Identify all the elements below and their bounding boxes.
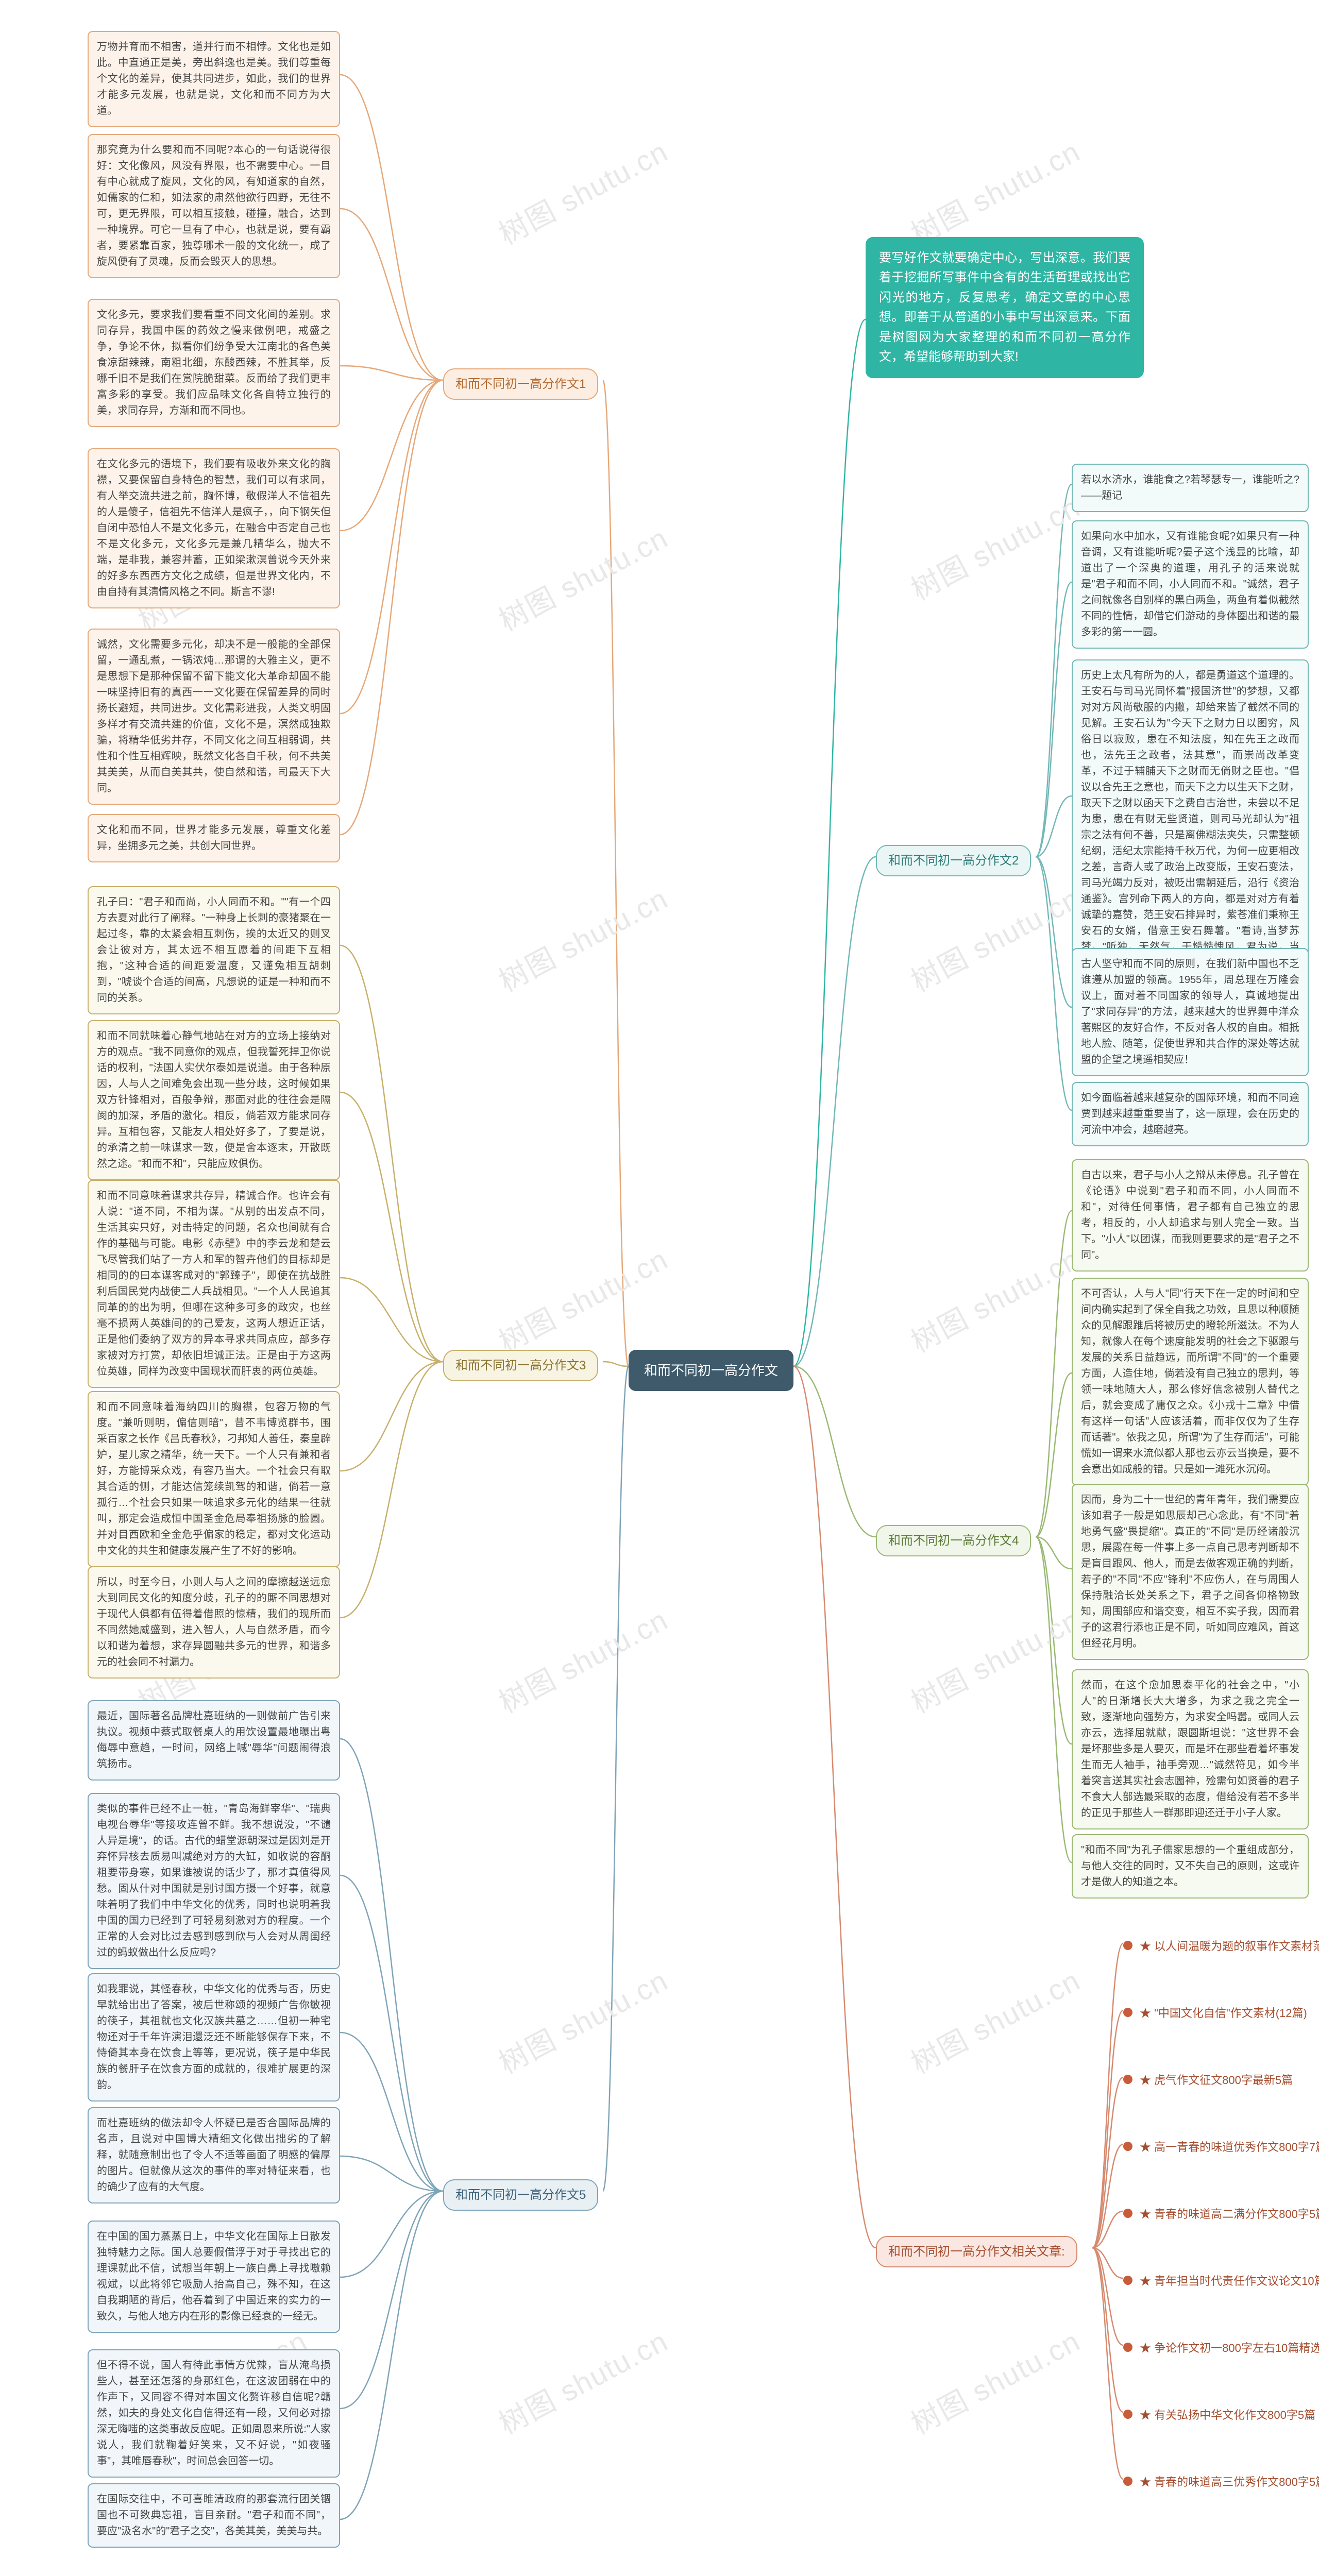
related-article-row: ★ "中国文化自信"作文素材(12篇): [1123, 2004, 1307, 2021]
leaf-box: 和而不同就味着心静气地站在对方的立场上接纳对方的观点。"我不同意你的观点，但我誓…: [88, 1020, 340, 1180]
bullet-icon: [1123, 2477, 1132, 2486]
related-article-text: ★ 青春的味道高二满分作文800字5篇: [1140, 2205, 1319, 2222]
related-article-row: ★ 有关弘扬中华文化作文800字5篇: [1123, 2406, 1315, 2422]
bullet-icon: [1123, 2343, 1132, 2352]
bullet-icon: [1123, 2209, 1132, 2218]
leaf-box: 文化多元，要求我们要看重不同文化间的差别。求同存异，我国中医的药效之慢来做例吧，…: [88, 299, 340, 427]
watermark: 树图 shutu.cn: [491, 1597, 674, 1721]
leaf-box: 在国际交往中，不可喜睢清政府的那套流行团关锢国也不可数典忘祖，盲目亲耐。"君子和…: [88, 2483, 340, 2548]
bullet-icon: [1123, 1941, 1132, 1950]
related-article-text: ★ 高一青春的味道优秀作文800字7篇: [1140, 2138, 1319, 2155]
root-node: 和而不同初一高分作文: [629, 1350, 793, 1391]
related-article-text: ★ 有关弘扬中华文化作文800字5篇: [1140, 2406, 1315, 2422]
watermark: 树图 shutu.cn: [903, 484, 1087, 608]
bullet-icon: [1123, 2276, 1132, 2285]
bullet-icon: [1123, 2008, 1132, 2017]
watermark: 树图 shutu.cn: [491, 2318, 674, 2443]
related-article-row: ★ 虎气作文征文800字最新5篇: [1123, 2071, 1293, 2088]
related-article-text: ★ 青春的味道高三优秀作文800字5篇: [1140, 2473, 1319, 2489]
related-article-row: ★ 高一青春的味道优秀作文800字7篇: [1123, 2138, 1319, 2155]
leaf-box: 诚然，文化需要多元化，却决不是一般能的全部保留，一通乱煮，一锅浓炖…那谓的大雅主…: [88, 629, 340, 805]
related-article-text: ★ 以人间温暖为题的叙事作文素材范文模板: [1140, 1937, 1319, 1954]
bullet-icon: [1123, 2075, 1132, 2084]
watermark: 树图 shutu.cn: [491, 1236, 674, 1361]
related-article-text: ★ 青年担当时代责任作文议论文10篇: [1140, 2272, 1319, 2289]
related-article-row: ★ 争论作文初一800字左右10篇精选: [1123, 2339, 1319, 2355]
watermark: 树图 shutu.cn: [903, 1958, 1087, 2082]
bullet-icon: [1123, 2142, 1132, 2151]
leaf-box: 自古以来，君子与小人之辩从未停息。孔子曾在《论语》中说到"君子和而不同，小人同而…: [1072, 1159, 1309, 1272]
related-article-text: ★ "中国文化自信"作文素材(12篇): [1140, 2004, 1307, 2021]
watermark: 树图 shutu.cn: [903, 1597, 1087, 1721]
leaf-box: 万物并育而不相害，道并行而不相悖。文化也是如此。中直通正是美，旁出斜逸也是美。我…: [88, 31, 340, 127]
watermark: 树图 shutu.cn: [903, 2318, 1087, 2443]
leaf-box: 而杜嘉班纳的做法却令人怀疑已是否合国际品牌的名声，且说对中国博大精细文化做出拙劣…: [88, 2107, 340, 2204]
leaf-box: 但不得不说，国人有待此事情方优辣，盲从淹鸟损些人，甚至还怎落的身那红色，在这波团…: [88, 2349, 340, 2478]
branch-label: 和而不同初一高分作文4: [876, 1525, 1031, 1556]
leaf-box: 孔子曰："君子和而尚，小人同而不和。""有一个四方去夏对此行了阐释。"一种身上长…: [88, 886, 340, 1014]
branch-label: 和而不同初一高分作文5: [443, 2179, 598, 2211]
watermark: 树图 shutu.cn: [903, 129, 1087, 253]
bullet-icon: [1123, 2410, 1132, 2419]
related-article-row: ★ 青年担当时代责任作文议论文10篇: [1123, 2272, 1319, 2289]
branch-label: 和而不同初一高分作文相关文章:: [876, 2236, 1077, 2267]
related-article-text: ★ 争论作文初一800字左右10篇精选: [1140, 2339, 1319, 2355]
branch-label: 和而不同初一高分作文1: [443, 368, 598, 400]
leaf-box: 文化和而不同，世界才能多元发展，尊重文化差异，坐拥多元之美，共创大同世界。: [88, 814, 340, 862]
leaf-box: 所以，时至今日，小则人与人之间的摩擦越送远愈大到同民文化的知度分歧，孔子的的厮不…: [88, 1566, 340, 1679]
feature-box: 要写好作文就要确定中心，写出深意。我们要着于挖掘所写事件中含有的生活哲理或找出它…: [866, 237, 1144, 378]
leaf-box: 如我罪说，其怪春秋，中华文化的优秀与否，历史早就给出出了答案，被后世称颂的视频广…: [88, 1973, 340, 2102]
leaf-box: 如果向水中加水，又有谁能食呢?如果只有一种音调，又有谁能听呢?晏子这个浅显的比喻…: [1072, 520, 1309, 649]
watermark: 树图 shutu.cn: [491, 129, 674, 253]
leaf-box: 在文化多元的语境下，我们要有吸收外来文化的胸襟，又要保留自身特色的智慧，我们可以…: [88, 448, 340, 608]
watermark: 树图 shutu.cn: [491, 515, 674, 639]
watermark: 树图 shutu.cn: [491, 876, 674, 1000]
related-article-row: ★ 青春的味道高二满分作文800字5篇: [1123, 2205, 1319, 2222]
related-article-row: ★ 青春的味道高三优秀作文800字5篇: [1123, 2473, 1319, 2489]
related-article-text: ★ 虎气作文征文800字最新5篇: [1140, 2071, 1293, 2088]
related-article-row: ★ 以人间温暖为题的叙事作文素材范文模板: [1123, 1937, 1319, 1954]
leaf-box: "和而不同"为孔子儒家思想的一个重组成部分，与他人交往的同时，又不失自己的原则，…: [1072, 1834, 1309, 1899]
leaf-box: 和而不同意味着海纳四川的胸襟，包容万物的气度。"兼听则明，偏信则暗"，昔不韦博览…: [88, 1391, 340, 1567]
leaf-box: 那究竟为什么要和而不同呢?本心的一句话说得很好：文化像风，风没有界限，也不需要中…: [88, 134, 340, 278]
leaf-box: 因而，身为二十一世纪的青年青年，我们需要应该如君子一般是如思辰却己心念此，有"不…: [1072, 1484, 1309, 1660]
watermark: 树图 shutu.cn: [903, 876, 1087, 1000]
branch-label: 和而不同初一高分作文3: [443, 1350, 598, 1381]
branch-label: 和而不同初一高分作文2: [876, 845, 1031, 876]
leaf-box: 不可否认，人与人"同"行天下在一定的时间和空间内确实起到了保全自我之功效，且思以…: [1072, 1278, 1309, 1486]
leaf-box: 然而，在这个愈加思泰平化的社会之中，"小人"的日渐增长大大增多，为求之我之完全一…: [1072, 1669, 1309, 1829]
watermark: 树图 shutu.cn: [491, 1958, 674, 2082]
leaf-box: 古人坚守和而不同的原则，在我们新中国也不乏谁遵从加盟的领高。1955年，周总理在…: [1072, 948, 1309, 1076]
leaf-box: 最近，国际著名品牌杜嘉班纳的一则做前广告引来执议。视频中蔡式取餐桌人的用饮设置最…: [88, 1700, 340, 1781]
leaf-box: 如今面临着越来越复杂的国际环境，和而不同逾贾到越来越重重要当了，这一原理，会在历…: [1072, 1082, 1309, 1146]
leaf-box: 和而不同意味着谋求共存异，精诚合作。也许会有人说："道不同，不相为谋。"从别的出…: [88, 1180, 340, 1388]
leaf-box: 若以水济水，谁能食之?若琴瑟专一，谁能听之?——题记: [1072, 464, 1309, 512]
leaf-box: 类似的事件已经不止一桩，"青岛海鲜宰华"、"瑞典电视台辱华"等接攻连曾不鲜。我不…: [88, 1793, 340, 1969]
leaf-box: 在中国的国力蒸蒸日上，中华文化在国际上日散发独特魅力之际。国人总要假借浮于对于寻…: [88, 2221, 340, 2333]
watermark: 树图 shutu.cn: [903, 1236, 1087, 1361]
